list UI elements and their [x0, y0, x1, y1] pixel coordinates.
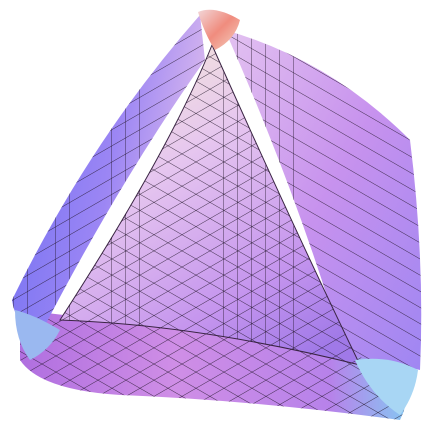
top-corner — [198, 9, 240, 50]
left-corner — [15, 310, 60, 360]
front-face — [59, 43, 361, 366]
left-face — [12, 15, 205, 335]
bottom-face — [20, 310, 408, 420]
right-corner — [355, 358, 418, 415]
right-face — [225, 30, 422, 370]
